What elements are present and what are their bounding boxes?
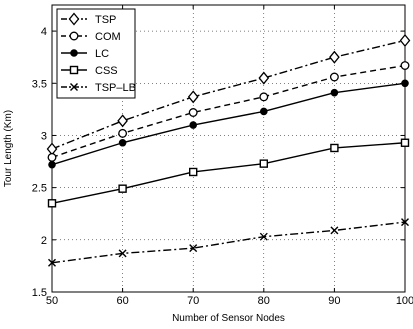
y-tick-label: 2: [41, 235, 47, 247]
data-point-x: [401, 218, 409, 227]
y-tick-label: 2.5: [32, 183, 47, 195]
x-marker-stroke: [259, 232, 268, 241]
data-point-circle: [69, 31, 79, 41]
legend-label: LC: [95, 48, 109, 60]
data-point-square: [69, 65, 79, 75]
data-point-circle: [329, 72, 339, 82]
legend-item: CSS: [61, 65, 118, 77]
data-point-circle: [118, 128, 128, 138]
x-marker-stroke: [401, 218, 409, 227]
x-tick-label: 50: [46, 295, 58, 307]
x-tick-label: 60: [116, 295, 128, 307]
x-tick-label: 90: [328, 295, 340, 307]
data-point-circle: [47, 152, 57, 162]
data-point-x: [48, 258, 56, 267]
x-tick-label: 100: [396, 295, 413, 307]
series-com: [47, 61, 410, 162]
legend-item: COM: [61, 31, 121, 43]
x-tick-label: 80: [258, 295, 270, 307]
data-point-dot: [48, 160, 56, 169]
data-point-square: [330, 143, 339, 153]
data-point-square: [259, 159, 268, 168]
series-css: [47, 138, 410, 208]
data-point-diamond: [329, 50, 340, 64]
series-group: [46, 33, 411, 267]
data-point-diamond: [258, 71, 270, 85]
data-point-dot: [330, 88, 339, 97]
data-point-diamond: [187, 90, 199, 104]
data-point-x: [118, 249, 127, 258]
x-marker-stroke: [70, 83, 78, 91]
x-marker-stroke: [189, 244, 198, 253]
data-point-x: [259, 232, 268, 241]
series-line: [51, 221, 406, 264]
legend-item: TSP–LB: [61, 82, 136, 94]
y-tick-label: 4: [41, 26, 47, 38]
series-line: [51, 142, 406, 204]
data-point-diamond: [117, 114, 128, 128]
data-point-dot: [260, 107, 268, 116]
legend-item: TSP: [61, 12, 116, 26]
legend-label: TSP: [95, 14, 116, 26]
legend-label: TSP–LB: [95, 82, 136, 94]
data-point-diamond: [46, 142, 58, 156]
x-marker-stroke: [118, 249, 127, 258]
data-point-square: [47, 199, 57, 208]
x-marker-stroke: [330, 226, 339, 235]
series-tsp-lb: [48, 218, 409, 267]
data-point-x: [189, 244, 198, 253]
data-point-circle: [259, 92, 269, 102]
data-point-diamond: [399, 33, 411, 48]
series-line: [51, 39, 406, 150]
series-line: [51, 64, 406, 159]
legend-label: CSS: [95, 65, 118, 77]
series-tsp: [46, 33, 411, 156]
data-point-dot: [401, 79, 409, 88]
data-point-diamond: [68, 12, 80, 26]
ticks: 50 60 70 80 90 100 1.5 2 2.5 3 3.5 4: [32, 5, 413, 307]
series-lc: [48, 79, 409, 169]
series-line: [51, 82, 406, 166]
y-tick-label: 3: [41, 130, 47, 142]
data-point-square: [188, 167, 198, 177]
x-tick-label: 70: [187, 295, 199, 307]
legend: TSP COM LC CSS TSP–LB: [56, 8, 136, 99]
x-axis-label: Number of Sensor Nodes: [172, 313, 285, 324]
y-axis-label: Tour Length (Km): [3, 110, 14, 187]
data-point-x: [330, 226, 339, 235]
data-point-square: [400, 138, 410, 147]
x-marker-stroke: [48, 258, 56, 267]
y-tick-label: 1.5: [32, 287, 47, 299]
y-tick-label: 3.5: [32, 78, 47, 90]
data-point-circle: [188, 108, 198, 117]
legend-label: COM: [95, 31, 121, 43]
data-point-x: [70, 83, 78, 91]
data-point-dot: [118, 138, 127, 147]
data-point-dot: [189, 121, 197, 129]
data-point-square: [118, 184, 127, 193]
data-point-circle: [400, 61, 410, 70]
data-point-dot: [70, 49, 78, 57]
legend-item: LC: [61, 48, 109, 60]
